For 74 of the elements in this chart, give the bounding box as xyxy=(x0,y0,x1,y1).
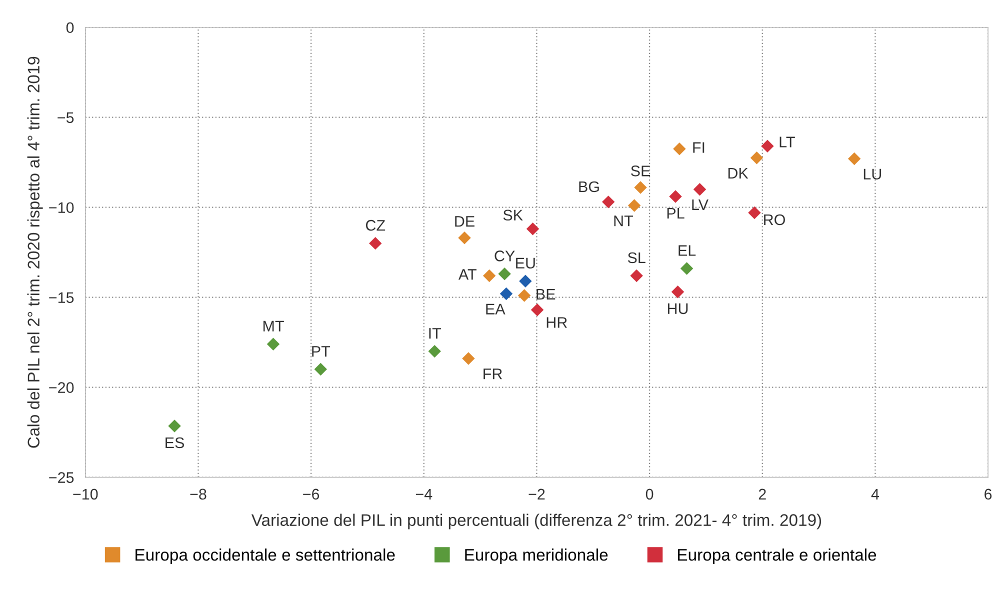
annotation: SL xyxy=(628,252,646,264)
annotation: NT xyxy=(614,216,634,226)
point xyxy=(428,344,441,358)
annotation: LU xyxy=(864,168,882,180)
point xyxy=(750,151,764,164)
point xyxy=(458,232,471,244)
legend-label: Europa occidentale e settentrionale xyxy=(136,548,395,564)
point xyxy=(519,274,532,288)
x-tick-label: 2 xyxy=(758,488,766,500)
annotation: FI xyxy=(693,142,704,153)
annotation: PL xyxy=(667,208,684,219)
annotation: HR xyxy=(546,317,567,328)
point xyxy=(693,182,706,196)
annotation: MT xyxy=(263,320,284,332)
y-tick-label: −20 xyxy=(49,382,74,393)
annotation: CZ xyxy=(366,220,386,231)
point xyxy=(761,140,774,153)
point xyxy=(848,152,861,166)
y-axis-title: Calo del PIL nel 2° trim. 2020 rispetto al 4° trim. 2019 xyxy=(27,56,43,448)
point xyxy=(369,236,382,250)
annotation: CY xyxy=(494,250,515,262)
y-tick-label: −10 xyxy=(49,202,74,214)
point xyxy=(669,190,682,203)
x-tick-label: 4 xyxy=(871,488,880,500)
point xyxy=(266,338,280,350)
point xyxy=(634,181,647,194)
point xyxy=(630,269,643,282)
y-tick-label: −25 xyxy=(49,472,74,483)
point xyxy=(500,287,513,300)
x-tick-label: −6 xyxy=(303,488,320,500)
annotation: LT xyxy=(780,136,795,148)
x-tick-label: −4 xyxy=(416,488,432,500)
point xyxy=(671,286,684,298)
annotation: DK xyxy=(728,168,748,178)
y-tick-label: −5 xyxy=(58,112,74,124)
y-tick-label: 0 xyxy=(66,22,74,34)
annotation: BG xyxy=(579,181,599,192)
point xyxy=(498,268,511,280)
annotation: RO xyxy=(764,214,785,226)
point xyxy=(518,289,531,302)
point xyxy=(314,362,328,376)
x-tick-label: −8 xyxy=(190,488,206,500)
legend-label: Europa centrale e orientale xyxy=(678,548,876,564)
annotation: IT xyxy=(429,328,442,339)
point xyxy=(680,262,694,275)
x-tick-label: 6 xyxy=(984,488,992,500)
annotation: SE xyxy=(631,166,650,176)
annotation: EL xyxy=(678,245,696,256)
point xyxy=(748,206,761,220)
x-tick-label: −10 xyxy=(73,488,98,500)
annotation: AT xyxy=(458,269,476,280)
point xyxy=(628,199,641,212)
annotation: BE xyxy=(536,288,556,300)
point xyxy=(673,142,686,156)
annotation: LV xyxy=(692,199,708,210)
y-tick-label: −15 xyxy=(49,292,74,303)
x-axis-title: Variazione del PIL in punti percentuali (differenza 2° trim. 2021- 4° trim. 2019) xyxy=(251,514,822,530)
x-tick-label: −2 xyxy=(528,488,545,500)
annotation: ES xyxy=(166,437,184,448)
annotation: EU xyxy=(516,258,535,269)
annotation: HU xyxy=(668,303,688,314)
annotation: PT xyxy=(312,346,330,357)
annotation: DE xyxy=(455,216,474,227)
point xyxy=(602,196,615,208)
x-tick-label: 0 xyxy=(646,488,654,500)
annotation: FR xyxy=(484,368,502,380)
annotation: SK xyxy=(503,210,523,221)
point xyxy=(462,352,475,365)
point xyxy=(526,222,540,236)
point xyxy=(530,304,544,316)
point xyxy=(482,269,496,282)
annotation: EA xyxy=(486,304,506,314)
legend-label: Europa meridionale xyxy=(465,548,608,564)
point xyxy=(168,420,181,432)
